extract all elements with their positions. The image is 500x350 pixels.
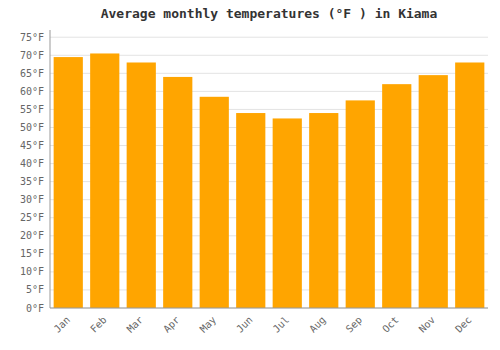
x-tick-label: Nov <box>417 314 438 335</box>
x-tick-label: Apr <box>161 314 182 335</box>
grid-line <box>50 37 488 38</box>
y-tick-label: 15°F <box>20 248 44 259</box>
y-tick-label: 70°F <box>20 50 44 61</box>
x-tick-label: Aug <box>307 314 328 335</box>
bar <box>163 77 192 308</box>
y-tick-label: 45°F <box>20 140 44 151</box>
y-tick-label: 0°F <box>26 303 44 314</box>
y-tick-label: 20°F <box>20 230 44 241</box>
x-tick-label: Feb <box>88 314 109 335</box>
grid <box>50 37 488 308</box>
chart: Average monthly temperatures (°F ) in Ki… <box>0 0 500 350</box>
bar <box>419 75 448 308</box>
grid-line <box>50 308 488 309</box>
bar <box>236 113 265 308</box>
y-tick-label: 60°F <box>20 86 44 97</box>
bar <box>309 113 338 308</box>
bar <box>382 84 411 308</box>
x-tick-label: Oct <box>380 314 401 335</box>
bar <box>200 97 229 308</box>
bar <box>273 118 302 308</box>
x-tick-label: Jul <box>271 314 292 335</box>
bars <box>54 53 485 308</box>
bar <box>54 57 83 308</box>
x-tick-label: May <box>198 314 219 335</box>
bar <box>90 53 119 308</box>
bar <box>346 100 375 308</box>
y-tick-label: 75°F <box>20 32 44 43</box>
y-tick-label: 10°F <box>20 266 44 277</box>
y-tick-label: 30°F <box>20 194 44 205</box>
x-tick-label: Mar <box>125 314 146 335</box>
y-tick-labels: 0°F 5°F 10°F 15°F 20°F 25°F 30°F 35°F 40°F 45°F 50… <box>20 32 44 314</box>
x-tick-label: Dec <box>453 314 474 335</box>
y-axis-line <box>50 30 51 308</box>
x-axis-line <box>50 308 488 309</box>
y-tick-label: 50°F <box>20 122 44 133</box>
bar <box>127 62 156 308</box>
y-tick-label: 55°F <box>20 104 44 115</box>
x-tick-label: Jun <box>234 314 255 335</box>
x-tick-labels: Jan Feb Mar Apr May Jun Jul Aug Sep Oct Nov Dec <box>52 314 474 335</box>
y-tick-label: 25°F <box>20 212 44 223</box>
y-tick-label: 65°F <box>20 68 44 79</box>
bar <box>455 62 484 308</box>
y-tick-label: 35°F <box>20 176 44 187</box>
x-tick-label: Sep <box>344 314 365 335</box>
y-tick-label: 40°F <box>20 158 44 169</box>
y-tick-label: 5°F <box>26 284 44 295</box>
x-tick-label: Jan <box>52 314 73 335</box>
title: Average monthly temperatures (°F ) in Ki… <box>101 6 438 21</box>
